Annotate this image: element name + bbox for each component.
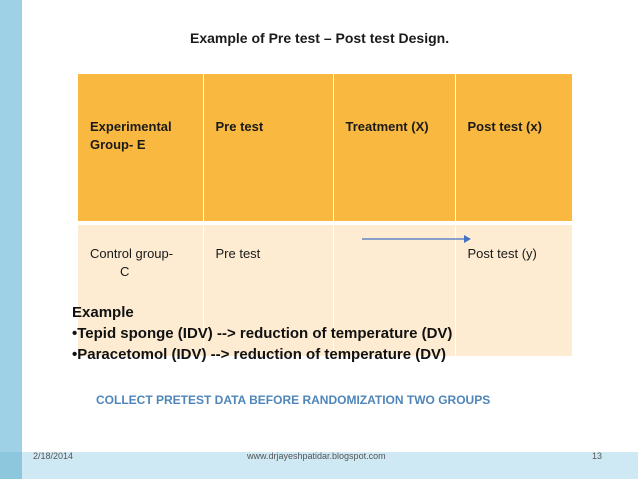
group-label-line2: C [120, 264, 130, 279]
cell-posttest: Post test (y) [455, 221, 573, 356]
table-row-experimental: Experimental Group- E Pre test Treatment… [78, 74, 573, 223]
cell-group: Control group- C [78, 221, 204, 356]
slide-title: Example of Pre test – Post test Design. [190, 30, 450, 46]
footer-page-number: 13 [592, 451, 603, 461]
group-label-line1: Control group- [90, 246, 174, 261]
design-table: Experimental Group- E Pre test Treatment… [78, 74, 573, 356]
group-label-line2: Group- E [90, 137, 146, 152]
cell-treatment [333, 221, 456, 356]
footer-date: 2/18/2014 [33, 451, 74, 461]
cell-treatment: Treatment (X) [333, 74, 456, 223]
footer-url: www.drjayeshpatidar.blogspot.com [247, 451, 386, 461]
cell-pretest: Pre test [203, 74, 334, 223]
example-item-1: •Tepid sponge (IDV) --> reduction of tem… [72, 325, 453, 342]
cell-pretest: Pre test [203, 221, 334, 356]
cell-posttest: Post test (x) [455, 74, 573, 223]
left-accent-bar [0, 0, 22, 479]
arrow-right-icon [362, 235, 471, 243]
cell-group: Experimental Group- E [78, 74, 204, 223]
footer-band [22, 452, 638, 479]
group-label-line1: Experimental [90, 119, 172, 134]
collect-note: COLLECT PRETEST DATA BEFORE RANDOMIZATIO… [96, 393, 491, 407]
example-heading: Example [72, 304, 134, 321]
example-item-2: •Paracetomol (IDV) --> reduction of temp… [72, 346, 447, 363]
left-accent-bar-bottom [0, 452, 22, 479]
example-block: Example •Tepid sponge (IDV) --> reductio… [72, 302, 452, 365]
table-row-control: Control group- C Pre test Post test (y) [78, 221, 573, 356]
